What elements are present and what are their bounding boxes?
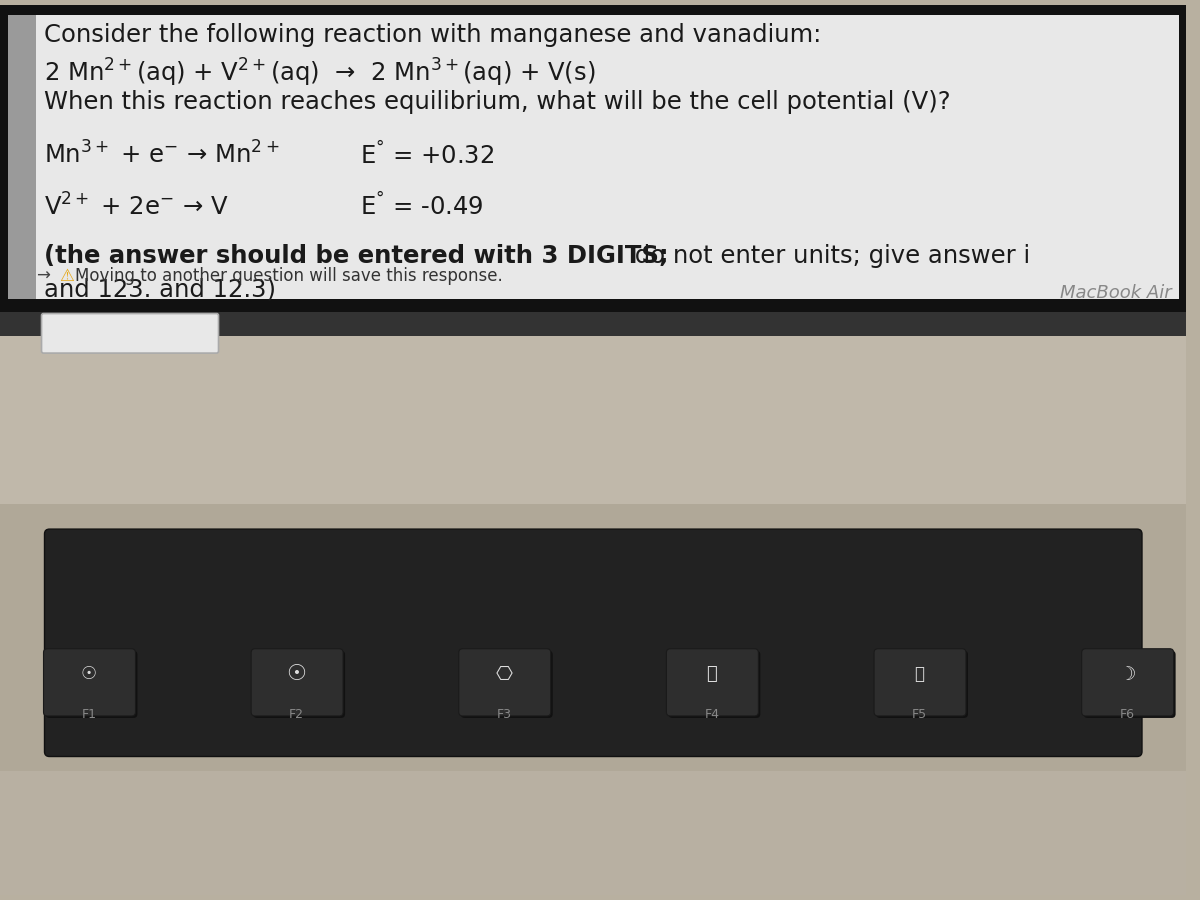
Text: ⚠: ⚠ [59, 267, 74, 285]
FancyBboxPatch shape [46, 651, 138, 718]
FancyBboxPatch shape [876, 651, 968, 718]
FancyBboxPatch shape [0, 311, 1187, 341]
Text: and 123. and 12.3): and 123. and 12.3) [43, 278, 276, 302]
Text: ☽: ☽ [1118, 665, 1136, 684]
Text: (the answer should be entered with 3 DIGITS;: (the answer should be entered with 3 DIG… [43, 244, 668, 268]
Text: F4: F4 [704, 708, 719, 721]
Text: F3: F3 [497, 708, 511, 721]
Text: F2: F2 [289, 708, 304, 721]
Text: F6: F6 [1120, 708, 1135, 721]
FancyBboxPatch shape [8, 15, 1178, 302]
FancyBboxPatch shape [0, 337, 1187, 509]
Text: ⎔: ⎔ [496, 665, 512, 684]
Text: 🎤: 🎤 [914, 665, 924, 683]
FancyBboxPatch shape [8, 15, 36, 302]
FancyBboxPatch shape [42, 313, 218, 353]
FancyBboxPatch shape [253, 651, 346, 718]
Text: do not enter units; give answer i: do not enter units; give answer i [626, 244, 1030, 268]
FancyBboxPatch shape [874, 649, 966, 716]
Text: Mn$^{3+}$ + e$^{−}$ → Mn$^{2+}$: Mn$^{3+}$ + e$^{−}$ → Mn$^{2+}$ [43, 141, 278, 168]
Text: Consider the following reaction with manganese and vanadium:: Consider the following reaction with man… [43, 22, 821, 47]
FancyBboxPatch shape [458, 649, 551, 716]
FancyBboxPatch shape [668, 651, 761, 718]
FancyBboxPatch shape [0, 5, 1187, 895]
Text: MacBook Air: MacBook Air [1060, 284, 1171, 302]
FancyBboxPatch shape [666, 649, 758, 716]
Text: Moving to another question will save this response.: Moving to another question will save thi… [76, 267, 503, 285]
FancyBboxPatch shape [1081, 649, 1174, 716]
Text: →: → [36, 267, 49, 285]
FancyBboxPatch shape [1084, 651, 1176, 718]
Text: E$^{°}$ = -0.49: E$^{°}$ = -0.49 [360, 193, 484, 220]
FancyBboxPatch shape [0, 504, 1187, 777]
Text: ☉: ☉ [287, 664, 307, 684]
Text: V$^{2+}$ + 2e$^{−}$ → V: V$^{2+}$ + 2e$^{−}$ → V [43, 193, 228, 220]
FancyBboxPatch shape [0, 5, 1187, 311]
FancyBboxPatch shape [44, 529, 1142, 757]
Text: F1: F1 [82, 708, 96, 721]
Text: ☉: ☉ [80, 665, 97, 683]
Text: When this reaction reaches equilibrium, what will be the cell potential (V)?: When this reaction reaches equilibrium, … [43, 90, 950, 114]
Text: 2 Mn$^{2+}$(aq) + V$^{2+}$(aq)  →  2 Mn$^{3+}$(aq) + V(s): 2 Mn$^{2+}$(aq) + V$^{2+}$(aq) → 2 Mn$^{… [43, 57, 595, 89]
Text: E$^{°}$ = +0.32: E$^{°}$ = +0.32 [360, 141, 494, 168]
FancyBboxPatch shape [43, 649, 136, 716]
FancyBboxPatch shape [461, 651, 553, 718]
FancyBboxPatch shape [0, 299, 1187, 317]
FancyBboxPatch shape [0, 771, 1187, 895]
Text: 🔍: 🔍 [707, 665, 718, 683]
Text: F5: F5 [912, 708, 928, 721]
FancyBboxPatch shape [251, 649, 343, 716]
